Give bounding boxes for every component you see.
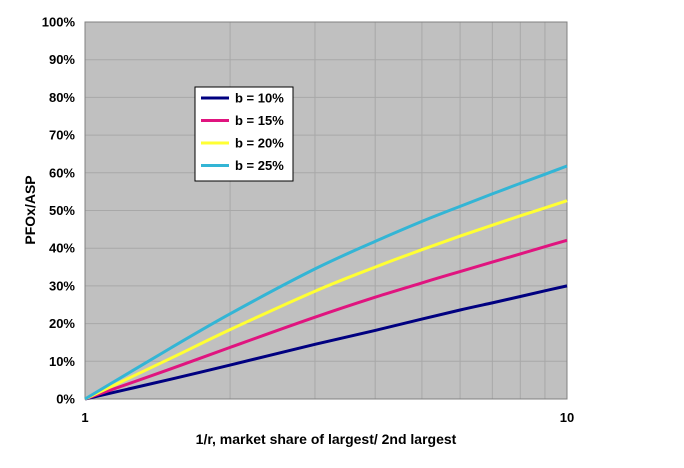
legend-label: b = 20% bbox=[235, 136, 284, 151]
y-tick-label: 30% bbox=[49, 278, 75, 293]
x-axis-tick-labels: 1 10 bbox=[81, 410, 574, 425]
y-tick-label: 50% bbox=[49, 203, 75, 218]
series-line bbox=[84, 238, 568, 401]
plot-border bbox=[84, 21, 568, 400]
x-tick-label: 10 bbox=[560, 410, 574, 425]
legend-label: b = 10% bbox=[235, 91, 284, 106]
x-tick-label: 1 bbox=[81, 410, 88, 425]
y-tick-label: 90% bbox=[49, 52, 75, 67]
y-tick-label: 60% bbox=[49, 165, 75, 180]
y-tick-label: 10% bbox=[49, 354, 75, 369]
series-line bbox=[84, 199, 568, 401]
y-tick-label: 80% bbox=[49, 90, 75, 105]
y-tick-label: 100% bbox=[42, 15, 76, 30]
x-axis-title: 1/r, market share of largest/ 2nd larges… bbox=[196, 431, 457, 447]
y-tick-label: 0% bbox=[56, 392, 75, 407]
legend-label: b = 25% bbox=[235, 158, 284, 173]
y-tick-label: 40% bbox=[49, 241, 75, 256]
series-lines bbox=[84, 164, 568, 401]
series-line bbox=[84, 164, 568, 401]
y-axis-tick-labels: 0% 10% 20% 30% 40% 50% 60% 70% 80% 90% 100% bbox=[42, 15, 76, 407]
legend-label: b = 15% bbox=[235, 113, 284, 128]
legend: b = 10% b = 15% b = 20% b = 25% bbox=[194, 86, 294, 182]
y-tick-label: 70% bbox=[49, 128, 75, 143]
series-line bbox=[84, 284, 568, 401]
y-tick-label: 20% bbox=[49, 316, 75, 331]
y-axis-title: PFOx/ASP bbox=[22, 175, 38, 244]
